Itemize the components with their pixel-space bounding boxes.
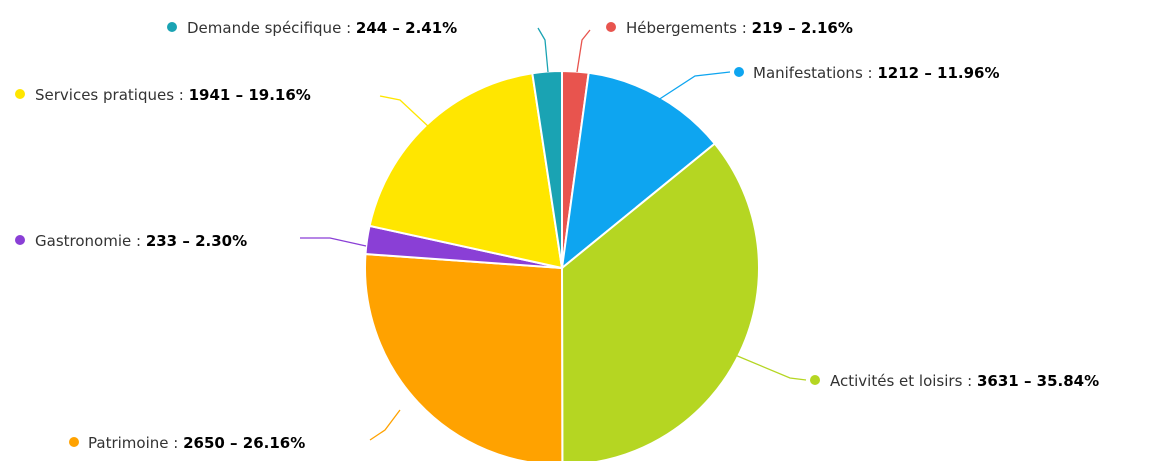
pie-slices: [364, 69, 760, 461]
slice-label-separator: :: [962, 372, 977, 390]
slice-label-name: Gastronomie: [35, 232, 131, 250]
slice-label-manifestations: Manifestations : 1212 – 11.96%: [753, 64, 1000, 82]
label-dot-gastronomie: [15, 235, 25, 245]
connector-patrimoine: [369, 409, 401, 441]
slice-labels: Hébergements : 219 – 2.16% Manifestations…: [15, 19, 1099, 452]
slice-label-value: 2650 – 26.16%: [183, 434, 305, 452]
slice-label-separator: :: [168, 434, 183, 452]
slice-label-value: 3631 – 35.84%: [977, 372, 1099, 390]
slice-label-name: Services pratiques: [35, 86, 174, 104]
label-dot-demande-specifique: [167, 22, 177, 32]
connector-activites-et-loisirs: [734, 354, 807, 381]
connector-services-pratiques: [379, 95, 431, 129]
label-dot-patrimoine: [69, 437, 79, 447]
slice-label-value: 1941 – 19.16%: [189, 86, 311, 104]
slice-label-name: Activités et loisirs: [830, 372, 963, 390]
pie-slice-patrimoine[interactable]: [364, 252, 564, 461]
slice-label-separator: :: [863, 64, 878, 82]
label-dot-manifestations: [734, 67, 744, 77]
slice-label-separator: :: [737, 19, 752, 37]
slice-label-activites-et-loisirs: Activités et loisirs : 3631 – 35.84%: [830, 372, 1099, 390]
slice-label-separator: :: [131, 232, 146, 250]
slice-label-separator: :: [174, 86, 189, 104]
slice-label-separator: :: [341, 19, 356, 37]
slice-label-name: Manifestations: [753, 64, 863, 82]
connector-hebergements: [576, 29, 591, 73]
pie-slice-activites-et-loisirs[interactable]: [560, 142, 760, 461]
slice-label-value: 244 – 2.41%: [356, 19, 457, 37]
slice-label-value: 219 – 2.16%: [752, 19, 853, 37]
connector-gastronomie: [300, 237, 367, 247]
slice-label-name: Patrimoine: [88, 434, 168, 452]
connector-manifestations: [654, 71, 731, 103]
pie-slice-manifestations[interactable]: [560, 71, 717, 271]
slice-label-gastronomie: Gastronomie : 233 – 2.30%: [35, 232, 247, 250]
slice-label-hebergements: Hébergements : 219 – 2.16%: [626, 19, 853, 37]
slice-label-name: Demande spécifique: [187, 19, 341, 37]
pie-slice-demande-specifique[interactable]: [531, 69, 563, 269]
label-dot-activites-et-loisirs: [810, 375, 820, 385]
slice-label-demande-specifique: Demande spécifique : 244 – 2.41%: [187, 19, 457, 37]
connector-demande-specifique: [537, 27, 549, 73]
label-dot-hebergements: [606, 22, 616, 32]
slice-label-name: Hébergements: [626, 19, 737, 37]
slice-label-value: 233 – 2.30%: [146, 232, 247, 250]
slice-label-services-pratiques: Services pratiques : 1941 – 19.16%: [35, 86, 311, 104]
label-connectors: [300, 27, 807, 441]
pie-slice-services-pratiques[interactable]: [368, 72, 564, 270]
slice-label-value: 1212 – 11.96%: [877, 64, 999, 82]
slice-label-patrimoine: Patrimoine : 2650 – 26.16%: [88, 434, 305, 452]
label-dot-services-pratiques: [15, 89, 25, 99]
